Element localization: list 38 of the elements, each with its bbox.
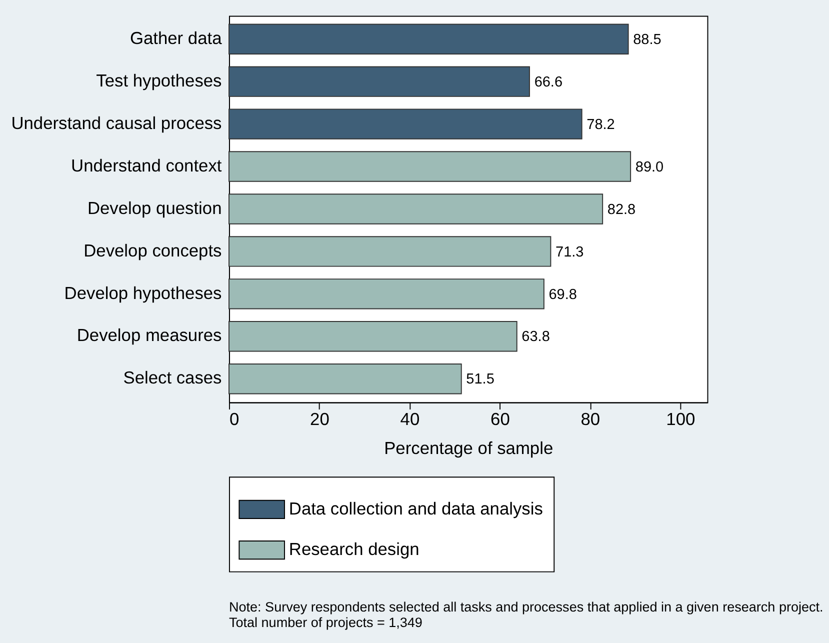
data-label: 89.0 (635, 159, 664, 176)
y-tick-label: Develop concepts (84, 240, 222, 260)
data-label: 66.6 (534, 74, 563, 90)
x-tick-label: 40 (400, 408, 420, 429)
data-label: 51.5 (466, 372, 494, 388)
data-label: 82.8 (607, 202, 636, 218)
data-label: 69.8 (548, 286, 577, 303)
bar (228, 236, 552, 267)
data-label: 63.8 (522, 329, 550, 346)
bar (228, 108, 582, 140)
legend-label: Research design (288, 538, 420, 559)
y-tick-label: Test hypotheses (96, 70, 222, 90)
y-tick-label: Develop measures (76, 325, 222, 346)
bar (228, 278, 544, 310)
x-tick-label: 0 (229, 408, 240, 429)
y-tick-label: Develop hypotheses (64, 282, 222, 303)
y-tick-label: Select cases (123, 368, 222, 388)
data-label: 88.5 (633, 32, 662, 48)
x-tick-label: 100 (666, 408, 696, 429)
x-tick-label: 20 (310, 408, 330, 429)
bar (228, 194, 604, 224)
y-tick-label: Understand causal process (11, 112, 222, 133)
bar (228, 151, 632, 182)
text: Total number of projects = 1,349 (228, 614, 422, 630)
x-axis-title: Percentage of sample (384, 438, 554, 458)
bar (228, 66, 530, 97)
x-tick-label: 60 (490, 408, 510, 429)
bar (228, 321, 518, 352)
bar (228, 24, 629, 54)
y-tick-label: Understand context (71, 155, 222, 176)
y-tick-label: Gather data (130, 28, 222, 48)
bar (228, 364, 462, 394)
x-tick-label: 80 (580, 408, 600, 429)
text: Note: Survey respondents selected all tasks and processes that applied in a given research project. (228, 599, 824, 614)
legend-label: Data collection and data analysis (288, 498, 544, 518)
data-label: 78.2 (586, 116, 615, 133)
y-tick-label: Develop question (87, 198, 222, 218)
data-label: 71.3 (556, 244, 584, 260)
